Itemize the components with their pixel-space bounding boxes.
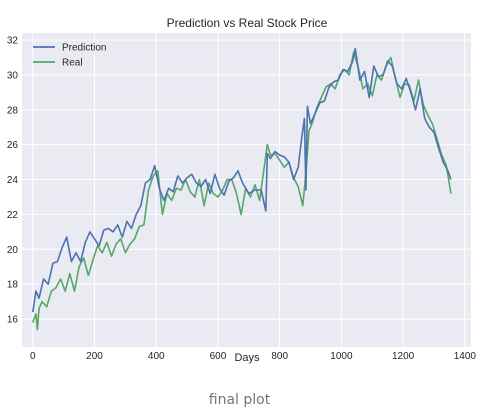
legend-label: Prediction (62, 43, 106, 54)
chart-title: Prediction vs Real Stock Price (167, 16, 328, 30)
x-tick-label: 1400 (454, 351, 477, 362)
x-tick-label: 600 (210, 351, 227, 362)
y-tick-label: 30 (7, 70, 19, 81)
y-tick-label: 22 (7, 210, 19, 221)
legend-label: Real (62, 58, 83, 69)
grid-lines (22, 33, 471, 347)
x-axis-label: Days (234, 352, 260, 364)
x-tick-label: 800 (271, 351, 288, 362)
line-chart: 0 200 400 600 800 1000 1200 1400 16 18 20 22 24 26 28… (7, 16, 477, 364)
y-tick-label: 16 (7, 315, 19, 326)
x-tick-label: 400 (148, 351, 165, 362)
x-tick-labels: 0 200 400 600 800 1000 1200 1400 (30, 351, 476, 362)
series-line-prediction (32, 47, 452, 313)
y-tick-label: 18 (7, 280, 19, 291)
figure-caption: final plot (208, 392, 271, 408)
x-tick-label: 200 (86, 351, 103, 362)
y-tick-label: 32 (7, 35, 19, 46)
y-tick-labels: 16 18 20 22 24 26 28 30 32 (7, 35, 19, 325)
series-lines (32, 47, 452, 331)
x-tick-label: 1200 (392, 351, 415, 362)
y-tick-label: 20 (7, 245, 19, 256)
y-tick-label: 24 (7, 175, 19, 186)
x-tick-label: 0 (30, 351, 36, 362)
legend: Prediction Real (33, 43, 106, 69)
y-tick-label: 26 (7, 140, 19, 151)
x-tick-label: 1000 (330, 351, 353, 362)
y-tick-label: 28 (7, 105, 19, 116)
